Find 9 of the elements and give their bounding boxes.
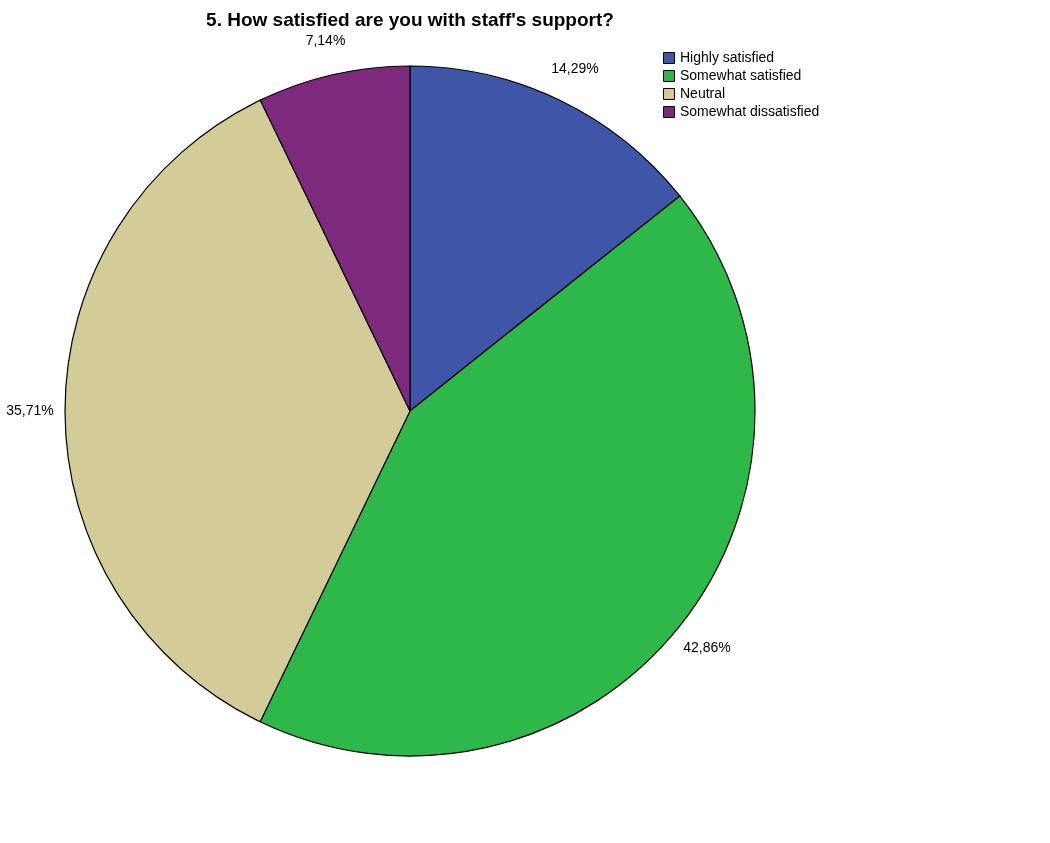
legend-label: Somewhat dissatisfied	[680, 103, 820, 119]
legend-label: Neutral	[680, 85, 726, 101]
legend-label: Somewhat satisfied	[680, 67, 802, 83]
data-label: 7,14%	[305, 31, 346, 48]
legend-label: Highly satisfied	[680, 49, 775, 65]
chart-title: 5. How satisfied are you with staff's support?	[206, 8, 614, 30]
data-label: 14,29%	[551, 59, 599, 76]
data-label: 35,71%	[6, 401, 54, 418]
data-label: 42,86%	[683, 639, 731, 656]
